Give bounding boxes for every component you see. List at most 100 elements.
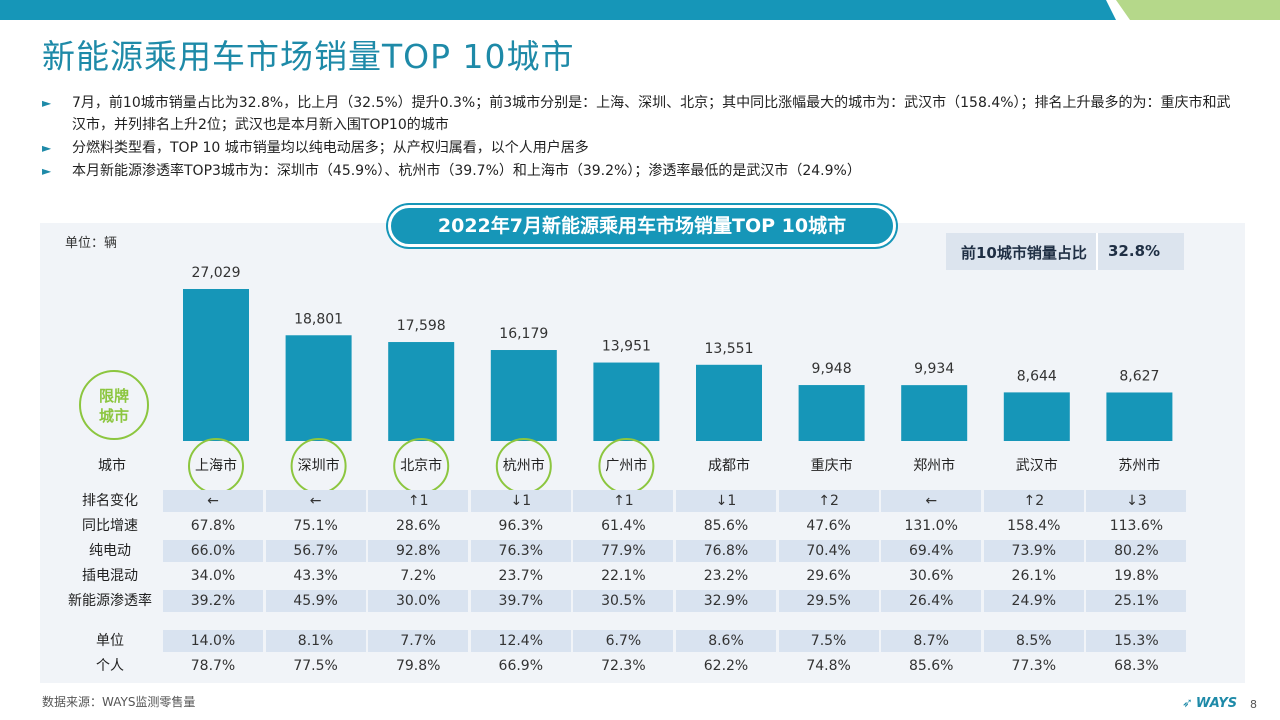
chart-title: 2022年7月新能源乘用车市场销量TOP 10城市 bbox=[388, 205, 896, 247]
table-cell: 77.9% bbox=[573, 540, 674, 562]
top10-share-box: 前10城市销量占比 32.8% bbox=[946, 233, 1184, 270]
category-label: 广州市 bbox=[605, 457, 647, 474]
x-axis-label: 城市 bbox=[98, 457, 126, 474]
table-row: 新能源渗透率 39.2% 45.9% 30.0% 39.7% 30.5% 32.9% 29.5… bbox=[0, 590, 1280, 612]
data-label: 9,934 bbox=[914, 361, 954, 377]
bullet-item: ► 分燃料类型看，TOP 10 城市销量均以纯电动居多；从产权归属看，以个人用户… bbox=[42, 137, 1242, 159]
data-label: 27,029 bbox=[192, 265, 241, 281]
category-label: 郑州市 bbox=[913, 457, 955, 474]
table-cell: ↑2 bbox=[983, 490, 1084, 512]
top-banner-green bbox=[1116, 0, 1280, 20]
table-cell: 8.5% bbox=[983, 630, 1084, 652]
restricted-legend-icon bbox=[79, 370, 149, 440]
restricted-legend-label: 城市 bbox=[99, 407, 129, 425]
table-cell: 7.5% bbox=[778, 630, 879, 652]
page-number: 8 bbox=[1250, 698, 1257, 711]
top-banner-blue bbox=[0, 0, 1116, 20]
table-cell: 85.6% bbox=[908, 658, 954, 674]
table-cell: 30.6% bbox=[908, 568, 954, 584]
table-cell: 26.1% bbox=[1011, 568, 1057, 584]
logo-text: WAYS bbox=[1195, 696, 1238, 711]
table-cell: 34.0% bbox=[190, 568, 236, 584]
table-cell: 8.6% bbox=[676, 630, 776, 652]
bar bbox=[798, 385, 865, 441]
table-cell: ↑2 bbox=[778, 490, 879, 512]
table-cell: ↓1 bbox=[676, 490, 776, 512]
share-label: 前10城市销量占比 bbox=[961, 244, 1087, 262]
table-cell: 74.8% bbox=[806, 658, 851, 674]
table-cell: 7.2% bbox=[400, 568, 436, 584]
table-cell: 66.0% bbox=[163, 540, 263, 562]
table-cell: ← bbox=[265, 490, 366, 512]
table-cell: ↓1 bbox=[470, 490, 571, 512]
row-label: 纯电动 bbox=[89, 543, 131, 559]
top-banner bbox=[0, 0, 1280, 20]
ways-logo: ➶ WAYS bbox=[1182, 696, 1237, 711]
category-label: 苏州市 bbox=[1118, 457, 1160, 474]
category-label: 北京市 bbox=[400, 457, 442, 474]
data-label: 8,627 bbox=[1119, 368, 1159, 384]
data-source: 数据来源：WAYS监测零售量 bbox=[42, 695, 196, 709]
bar bbox=[1003, 392, 1070, 441]
table-cell: 6.7% bbox=[573, 630, 674, 652]
table-cell: 24.9% bbox=[983, 590, 1084, 612]
table-row: 排名变化 ← ← ↑1 ↓1 ↑1 ↓1 ↑2 ← ↑2 ↓3 bbox=[0, 490, 1280, 512]
bar bbox=[593, 362, 660, 441]
category-label: 武汉市 bbox=[1016, 457, 1058, 474]
table-row: 同比增速 67.8% 75.1% 28.6% 96.3% 61.4% 85.6% 47.6% 1… bbox=[0, 515, 1280, 537]
table-cell: ↑1 bbox=[368, 490, 469, 512]
table-cell: 85.6% bbox=[703, 518, 749, 534]
bar bbox=[901, 385, 968, 441]
table-cell: 158.4% bbox=[1007, 518, 1061, 534]
table-cell: 45.9% bbox=[265, 590, 366, 612]
table-cell: 39.2% bbox=[163, 590, 263, 612]
data-label: 13,551 bbox=[705, 341, 754, 357]
data-label: 9,948 bbox=[812, 361, 852, 377]
row-label: 单位 bbox=[96, 633, 124, 649]
bullet-text: 本月新能源渗透率TOP3城市为：深圳市（45.9%）、杭州市（39.7%）和上海… bbox=[72, 163, 861, 179]
table-cell: 76.8% bbox=[676, 540, 776, 562]
table-cell: 79.8% bbox=[395, 658, 441, 674]
table-cell: 67.8% bbox=[190, 518, 236, 534]
bullet-text: 7月，前10城市销量占比为32.8%，比上月（32.5%）提升0.3%；前3城市… bbox=[72, 95, 1231, 133]
table-cell: 30.5% bbox=[573, 590, 674, 612]
table-cell: 62.2% bbox=[703, 658, 749, 674]
page-title: 新能源乘用车市场销量TOP 10城市 bbox=[42, 37, 575, 76]
table-cell: 29.6% bbox=[806, 568, 851, 584]
category-label: 深圳市 bbox=[298, 457, 340, 474]
table-cell: 29.5% bbox=[778, 590, 879, 612]
row-label: 排名变化 bbox=[82, 493, 138, 509]
table-cell: 131.0% bbox=[904, 518, 958, 534]
table-cell: 72.3% bbox=[601, 658, 646, 674]
table-cell: 7.7% bbox=[368, 630, 469, 652]
row-label: 插电混动 bbox=[82, 568, 138, 584]
table-cell: 77.5% bbox=[293, 658, 338, 674]
bar bbox=[1106, 392, 1173, 441]
table-cell: 78.7% bbox=[190, 658, 236, 674]
unit-label: 单位：辆 bbox=[65, 236, 118, 251]
share-divider bbox=[1096, 233, 1098, 270]
data-label: 16,179 bbox=[499, 326, 548, 342]
table-cell: 32.9% bbox=[676, 590, 776, 612]
category-label: 杭州市 bbox=[503, 457, 545, 474]
table-cell: 92.8% bbox=[368, 540, 469, 562]
table-cell: 73.9% bbox=[983, 540, 1084, 562]
table-cell: 66.9% bbox=[498, 658, 544, 674]
table-cell: ↓3 bbox=[1086, 490, 1187, 512]
table-row: 单位 14.0% 8.1% 7.7% 12.4% 6.7% 8.6% 7.5% 8.7% 8.5%… bbox=[0, 630, 1280, 652]
row-label: 新能源渗透率 bbox=[68, 593, 152, 609]
data-label: 13,951 bbox=[602, 339, 651, 355]
category-label: 重庆市 bbox=[811, 457, 853, 474]
bullet-item: ► 7月，前10城市销量占比为32.8%，比上月（32.5%）提升0.3%；前3… bbox=[42, 92, 1242, 136]
table-cell: 14.0% bbox=[163, 630, 263, 652]
table-cell: 68.3% bbox=[1114, 658, 1159, 674]
table-row: 纯电动 66.0% 56.7% 92.8% 76.3% 77.9% 76.8% 70.4% 69… bbox=[0, 540, 1280, 562]
table-cell: 39.7% bbox=[470, 590, 571, 612]
table-cell: 19.8% bbox=[1114, 568, 1159, 584]
table-cell: 47.6% bbox=[806, 518, 851, 534]
table-cell: 43.3% bbox=[293, 568, 338, 584]
table-cell: 23.2% bbox=[703, 568, 749, 584]
data-label: 8,644 bbox=[1017, 368, 1057, 384]
table-cell: 25.1% bbox=[1086, 590, 1187, 612]
